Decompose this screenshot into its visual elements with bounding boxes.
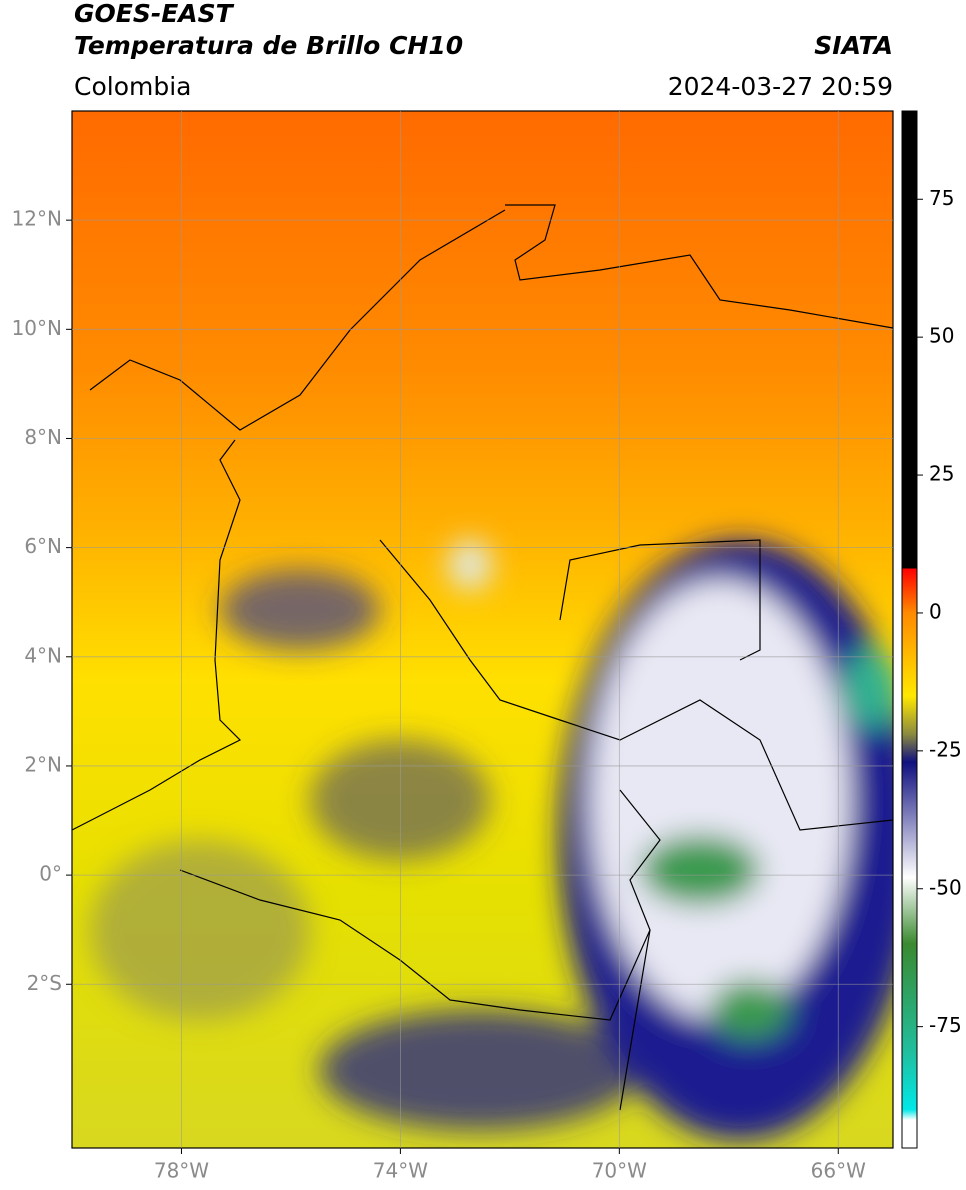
colorbar-tick-label: 50 bbox=[929, 324, 954, 348]
x-tick-label: 66°W bbox=[811, 1159, 866, 1183]
y-tick-label: 2°S bbox=[27, 971, 62, 995]
region: Colombia bbox=[74, 72, 191, 101]
title: GOES-EAST bbox=[74, 0, 235, 28]
y-tick-label: 4°N bbox=[24, 643, 62, 667]
map-frame bbox=[71, 110, 894, 1149]
y-tick-label: 12°N bbox=[12, 207, 62, 231]
colorbar-tick-label: -25 bbox=[929, 737, 962, 761]
colorbar-tick-label: 0 bbox=[929, 599, 942, 623]
datetime: 2024-03-27 20:59 bbox=[668, 72, 893, 101]
y-tick-label: 8°N bbox=[24, 425, 62, 449]
y-tick-label: 2°N bbox=[24, 752, 62, 776]
colorbar-tick-label: -75 bbox=[929, 1013, 962, 1037]
colorbar bbox=[901, 110, 918, 1149]
y-tick-label: 0° bbox=[39, 862, 62, 886]
subtitle: Temperatura de Brillo CH10 bbox=[74, 31, 463, 60]
x-tick-label: 70°W bbox=[592, 1159, 647, 1183]
x-tick-label: 78°W bbox=[154, 1159, 209, 1183]
y-tick-label: 10°N bbox=[12, 316, 62, 340]
x-tick-label: 74°W bbox=[373, 1159, 428, 1183]
satellite-image bbox=[72, 111, 893, 1148]
source: SIATA bbox=[814, 31, 893, 60]
y-tick-label: 6°N bbox=[24, 534, 62, 558]
colorbar-tick-label: 75 bbox=[929, 186, 954, 210]
colorbar-tick-label: -50 bbox=[929, 875, 962, 899]
colorbar-tick-label: 25 bbox=[929, 462, 954, 486]
